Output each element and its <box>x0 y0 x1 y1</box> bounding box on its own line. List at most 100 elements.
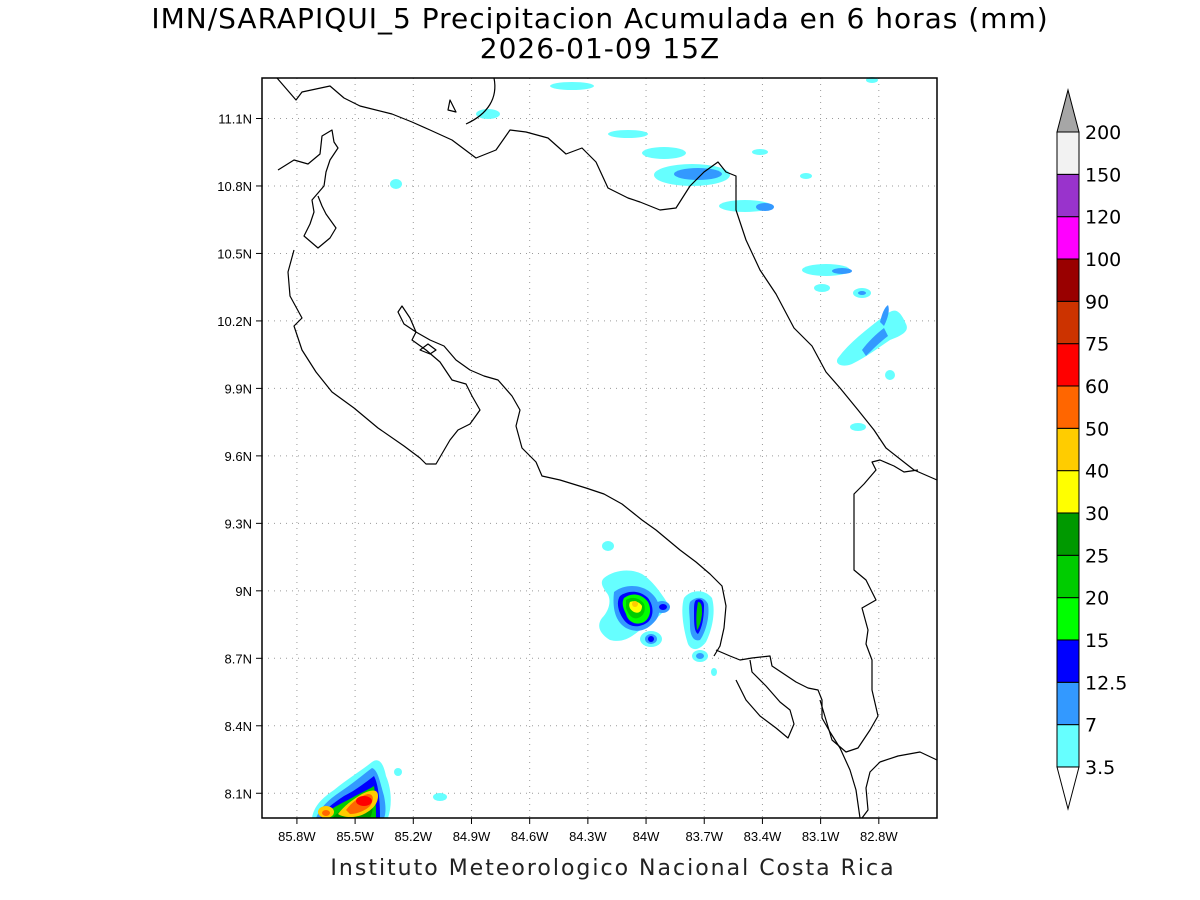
colorbar-box <box>1056 597 1080 641</box>
x-tick-label: 85.5W <box>336 829 374 844</box>
map-title: IMN/SARAPIQUI_5 Precipitacion Acumulada … <box>151 2 1049 35</box>
colorbar-box <box>1056 300 1080 345</box>
coastline-path <box>465 77 496 125</box>
y-tick-label: 9.3N <box>225 516 252 531</box>
precip-contour <box>814 284 830 292</box>
colorbar-label: 150 <box>1085 164 1121 186</box>
x-tick-label: 84W <box>633 829 660 844</box>
colorbar-label: 12.5 <box>1085 672 1127 694</box>
y-tick-label: 8.4N <box>225 719 252 734</box>
precip-contour <box>711 668 717 676</box>
colorbar-box <box>1056 131 1080 175</box>
coastline-path <box>277 129 339 249</box>
colorbar-box <box>1056 512 1080 556</box>
coastline <box>276 77 938 819</box>
colorbar-label: 90 <box>1085 291 1109 313</box>
colorbar-label: 200 <box>1085 122 1121 144</box>
y-tick-label: 10.8N <box>217 179 252 194</box>
colorbar-label: 15 <box>1085 630 1109 652</box>
colorbar-label: 50 <box>1085 418 1109 440</box>
precip-contour <box>674 168 722 180</box>
coastline-path <box>735 659 795 739</box>
x-tick-label: 84.3W <box>569 829 607 844</box>
precip-contour <box>850 423 866 431</box>
colorbar-box <box>1056 470 1080 514</box>
coastline-path <box>419 343 437 355</box>
precip-contour <box>696 602 702 630</box>
colorbar-label: 30 <box>1085 503 1109 525</box>
colorbar-box <box>1056 385 1080 429</box>
y-tick-label: 8.1N <box>225 786 252 801</box>
y-axis-ticks: 8.1N 8.4N 8.7N 9N 9.3N 9.6N 9.9N 10.2N 10.5N 10.8… <box>217 111 262 801</box>
precip-contour <box>390 179 402 189</box>
precip-contour <box>756 203 774 211</box>
precip-contour <box>832 268 852 274</box>
colorbar-label: 20 <box>1085 588 1109 610</box>
colorbar-box <box>1056 258 1080 302</box>
x-tick-label: 83.7W <box>685 829 723 844</box>
colorbar-box <box>1056 343 1080 387</box>
colorbar-top-arrow <box>1056 88 1080 133</box>
precip-contour <box>752 149 768 155</box>
precip-contour <box>885 370 895 380</box>
colorbar: 3.5 7 12.5 15 20 25 30 40 50 60 75 90 100 120 150 200 <box>1056 88 1127 811</box>
precip-contour <box>632 601 638 607</box>
coastline-path <box>715 649 861 819</box>
precip-contour <box>394 768 402 776</box>
x-tick-label: 84.6W <box>511 829 549 844</box>
y-tick-label: 10.2N <box>217 314 252 329</box>
precip-contour <box>862 328 888 356</box>
precip-contour <box>648 636 654 642</box>
precip-contour <box>880 305 889 326</box>
precip-contour <box>476 109 500 119</box>
colorbar-bottom-arrow <box>1056 766 1080 811</box>
precip-contour <box>696 653 704 659</box>
y-tick-label: 9N <box>235 584 252 599</box>
coastline-path <box>447 99 457 113</box>
colorbar-label: 120 <box>1085 207 1121 229</box>
precip-contour <box>642 147 686 159</box>
x-tick-label: 83.1W <box>802 829 840 844</box>
precip-contour <box>800 173 812 179</box>
x-axis-ticks: 85.8W 85.5W 85.2W 84.9W 84.6W 84.3W 84W 83.7W 83… <box>278 818 898 844</box>
colorbar-label: 25 <box>1085 545 1109 567</box>
colorbar-label: 40 <box>1085 461 1109 483</box>
colorbar-box <box>1056 681 1080 726</box>
colorbar-box <box>1056 173 1080 218</box>
precip-contour <box>356 796 372 806</box>
precip-contour <box>550 82 594 90</box>
x-tick-label: 85.2W <box>395 829 433 844</box>
precip-contour <box>836 310 907 366</box>
colorbar-label: 60 <box>1085 376 1109 398</box>
colorbar-label: 100 <box>1085 249 1121 271</box>
coastline-path <box>276 77 938 481</box>
precip-contour <box>433 793 447 801</box>
precipitation-fields <box>312 77 907 818</box>
precip-contour <box>602 541 614 551</box>
colorbar-box <box>1056 554 1080 599</box>
precip-contour <box>659 604 667 610</box>
colorbar-box <box>1056 639 1080 683</box>
x-tick-label: 82.8W <box>860 829 898 844</box>
precip-contour <box>608 130 648 138</box>
colorbar-box <box>1056 724 1080 768</box>
map-subtitle: 2026-01-09 15Z <box>479 32 721 65</box>
colorbar-label: 3.5 <box>1085 757 1115 779</box>
y-tick-label: 11.1N <box>218 111 252 126</box>
grid-lines <box>262 78 937 818</box>
coastline-path <box>861 751 938 819</box>
map-frame <box>261 77 938 819</box>
x-tick-label: 85.8W <box>278 829 316 844</box>
coastline-path <box>819 459 919 753</box>
precip-contour <box>322 810 330 816</box>
x-tick-label: 83.4W <box>744 829 782 844</box>
colorbar-box <box>1056 427 1080 472</box>
footer-credit: Instituto Meteorologico Nacional Costa R… <box>330 856 896 881</box>
x-tick-label: 84.9W <box>453 829 491 844</box>
colorbar-label: 75 <box>1085 334 1109 356</box>
colorbar-label: 7 <box>1085 715 1097 737</box>
y-tick-label: 9.6N <box>225 449 252 464</box>
y-tick-label: 10.5N <box>217 246 252 261</box>
coastline-path <box>287 249 727 657</box>
